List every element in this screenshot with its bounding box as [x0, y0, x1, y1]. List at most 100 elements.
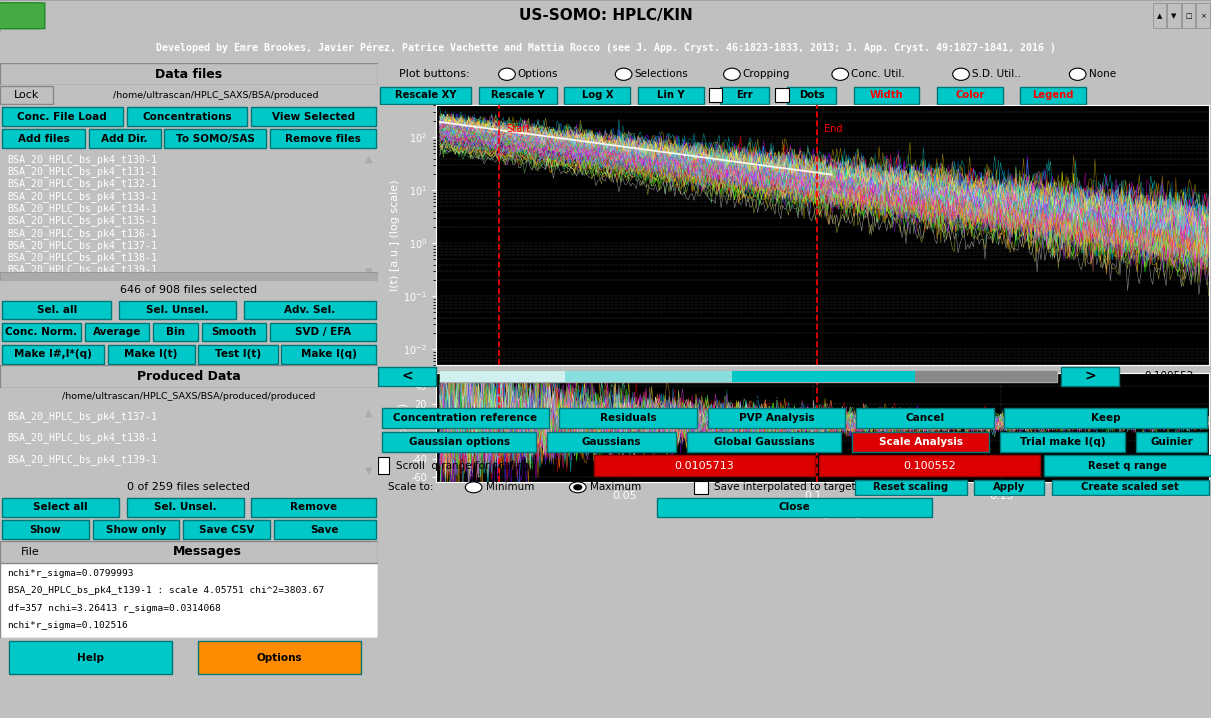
- Text: Save interpolated to target: Save interpolated to target: [713, 482, 855, 493]
- Bar: [775, 88, 788, 103]
- Text: Smooth: Smooth: [212, 327, 257, 337]
- Text: Concentration reference: Concentration reference: [394, 413, 538, 423]
- Bar: [251, 498, 375, 517]
- Text: Scale Analysis: Scale Analysis: [879, 437, 963, 447]
- Text: Options: Options: [257, 653, 303, 663]
- Bar: [851, 432, 989, 452]
- Text: Sel. Unsel.: Sel. Unsel.: [147, 305, 208, 315]
- Text: Maximum: Maximum: [590, 482, 642, 493]
- Bar: [564, 87, 630, 104]
- Text: Adv. Sel.: Adv. Sel.: [285, 305, 335, 315]
- Text: Make I#,I*(q): Make I#,I*(q): [15, 350, 92, 359]
- Text: Conc. File Load: Conc. File Load: [17, 111, 108, 121]
- Text: Show: Show: [29, 525, 62, 535]
- Text: BSA_20_HPLC_bs_pk4_t137-1: BSA_20_HPLC_bs_pk4_t137-1: [7, 240, 157, 251]
- Text: S.D. Util..: S.D. Util..: [972, 69, 1021, 79]
- Text: Start: Start: [507, 124, 530, 134]
- Bar: [1167, 3, 1181, 29]
- Bar: [547, 432, 676, 452]
- Text: >: >: [1084, 370, 1096, 383]
- Y-axis label: I(t) [a.u.] (log scale): I(t) [a.u.] (log scale): [390, 180, 401, 292]
- Bar: [1020, 87, 1086, 104]
- Text: BSA_20_HPLC_bs_pk4_t130-1: BSA_20_HPLC_bs_pk4_t130-1: [7, 154, 157, 164]
- Bar: [1044, 455, 1211, 475]
- Bar: [2, 498, 119, 517]
- Text: Close: Close: [779, 503, 810, 513]
- Text: Trial make I(q): Trial make I(q): [1020, 437, 1106, 447]
- Text: ▼: ▼: [365, 466, 372, 476]
- Bar: [638, 87, 704, 104]
- Bar: [707, 408, 845, 428]
- Text: BSA_20_HPLC_bs_pk4_t133-1: BSA_20_HPLC_bs_pk4_t133-1: [7, 191, 157, 202]
- Text: BSA_20_HPLC_bs_pk4_t139-1: BSA_20_HPLC_bs_pk4_t139-1: [7, 264, 157, 276]
- Text: BSA_20_HPLC_bs_pk4_t134-1: BSA_20_HPLC_bs_pk4_t134-1: [7, 203, 157, 214]
- Text: Remove: Remove: [291, 503, 337, 513]
- Bar: [1052, 480, 1209, 495]
- Y-axis label: delta I(t): delta I(t): [398, 403, 408, 452]
- Text: Test I(t): Test I(t): [216, 350, 262, 359]
- Bar: [566, 371, 731, 382]
- Bar: [378, 367, 436, 386]
- Bar: [127, 498, 243, 517]
- Bar: [165, 129, 266, 148]
- Bar: [270, 129, 375, 148]
- Bar: [1061, 367, 1119, 386]
- Text: Conc. Norm.: Conc. Norm.: [6, 327, 78, 337]
- Text: File: File: [21, 547, 40, 556]
- Text: ▼: ▼: [1171, 13, 1177, 19]
- Bar: [92, 521, 179, 539]
- Bar: [251, 107, 375, 126]
- Bar: [281, 345, 375, 363]
- Bar: [202, 323, 266, 342]
- Bar: [787, 87, 836, 104]
- Bar: [199, 345, 277, 363]
- Bar: [108, 345, 195, 363]
- Text: Dots: Dots: [799, 90, 825, 101]
- Text: Produced Data: Produced Data: [137, 370, 241, 383]
- Bar: [478, 87, 557, 104]
- Ellipse shape: [615, 68, 632, 80]
- Bar: [854, 87, 919, 104]
- Bar: [441, 371, 1057, 382]
- Text: Reset scaling: Reset scaling: [873, 482, 948, 493]
- Ellipse shape: [1069, 68, 1086, 80]
- Bar: [2, 301, 111, 320]
- Text: BSA_20_HPLC_bs_pk4_t138-1: BSA_20_HPLC_bs_pk4_t138-1: [7, 252, 157, 263]
- Bar: [975, 480, 1044, 495]
- Text: Create scaled set: Create scaled set: [1081, 482, 1180, 493]
- Bar: [937, 87, 1003, 104]
- Bar: [708, 88, 722, 103]
- Bar: [0, 86, 53, 105]
- Text: View Selected: View Selected: [272, 111, 355, 121]
- Bar: [687, 432, 842, 452]
- Text: BSA_20_HPLC_bs_pk4_t131-1: BSA_20_HPLC_bs_pk4_t131-1: [7, 166, 157, 177]
- Text: Selections: Selections: [635, 69, 688, 79]
- Text: BSA_20_HPLC_bs_pk4_t135-1: BSA_20_HPLC_bs_pk4_t135-1: [7, 215, 157, 226]
- Text: BSA_20_HPLC_bs_pk4_t139-1: BSA_20_HPLC_bs_pk4_t139-1: [7, 454, 157, 465]
- Bar: [2, 323, 81, 342]
- Text: 0 of 259 files selected: 0 of 259 files selected: [127, 482, 251, 493]
- Text: ▲: ▲: [365, 408, 372, 418]
- Ellipse shape: [465, 482, 482, 493]
- Bar: [380, 87, 471, 104]
- Bar: [2, 129, 85, 148]
- Text: Minimum: Minimum: [486, 482, 534, 493]
- Text: PVP Analysis: PVP Analysis: [739, 413, 814, 423]
- Text: Average: Average: [93, 327, 142, 337]
- Text: /home/ultrascan/HPLC_SAXS/BSA/produced/produced: /home/ultrascan/HPLC_SAXS/BSA/produced/p…: [62, 392, 316, 401]
- Text: Save: Save: [311, 525, 339, 535]
- Text: df=357 nchi=3.26413 r_sigma=0.0314068: df=357 nchi=3.26413 r_sigma=0.0314068: [7, 604, 220, 612]
- Text: Bin: Bin: [166, 327, 185, 337]
- Text: Scale to:: Scale to:: [388, 482, 434, 493]
- FancyBboxPatch shape: [0, 3, 45, 29]
- Text: Global Gaussians: Global Gaussians: [713, 437, 814, 447]
- Bar: [85, 323, 149, 342]
- Text: Concentrations: Concentrations: [142, 111, 231, 121]
- Bar: [274, 521, 375, 539]
- Bar: [183, 521, 270, 539]
- Bar: [916, 371, 1057, 382]
- Text: Apply: Apply: [993, 482, 1026, 493]
- Text: Err: Err: [736, 90, 753, 101]
- Text: Legend: Legend: [1032, 90, 1074, 101]
- Text: Scale Analysis: Scale Analysis: [745, 390, 844, 403]
